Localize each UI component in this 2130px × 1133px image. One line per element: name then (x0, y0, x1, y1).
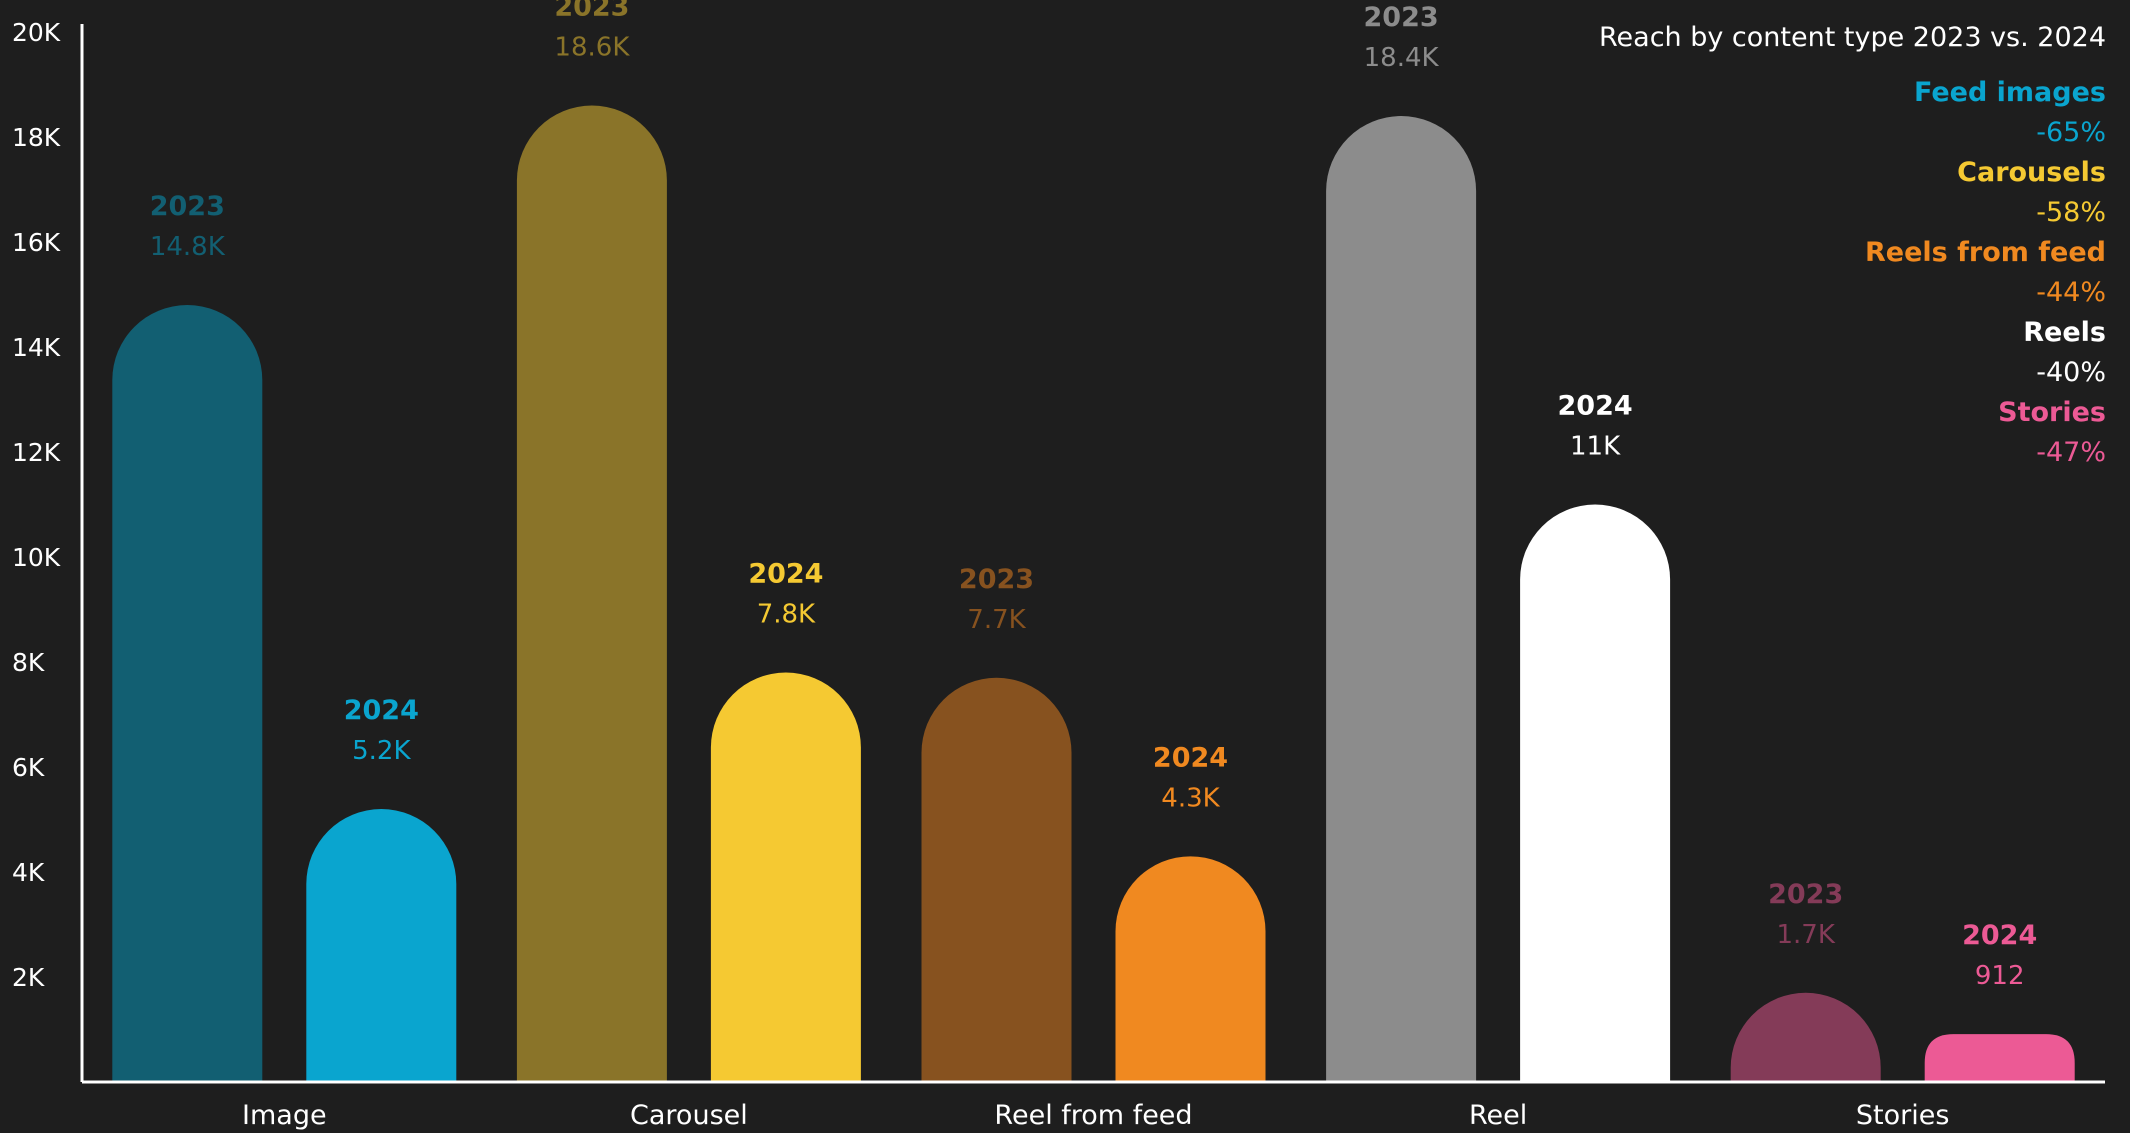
bars (112, 105, 2075, 1083)
legend-item-change: -65% (2036, 117, 2106, 148)
x-category-label: Image (242, 1100, 327, 1131)
bar-year-label: 2023 (1364, 2, 1439, 33)
y-tick-label: 18K (12, 123, 61, 152)
bar-labels: 2023 14.8K 2024 5.2K 2023 18.6K 2024 7.8K 2023 7.… (150, 0, 2038, 991)
bar-year-label: 2024 (1558, 391, 1633, 422)
bar-value-label: 5.2K (352, 736, 411, 766)
y-axis-ticks: 2K 4K 6K 8K 10K 12K 14K 16K 18K 20K (12, 18, 61, 992)
bar-year-label: 2024 (1962, 920, 2037, 951)
bar-value-label: 7.7K (967, 605, 1026, 635)
y-tick-label: 14K (12, 333, 61, 362)
bar-2024-carousel (710, 672, 861, 1082)
x-category-label: Reel from feed (994, 1100, 1192, 1131)
bar-value-label: 4.3K (1161, 783, 1220, 813)
bar-2023-reel-from-feed (921, 677, 1072, 1082)
legend: Reach by content type 2023 vs. 2024 Feed… (1599, 22, 2106, 473)
legend-item-change: -58% (2036, 197, 2106, 228)
y-tick-label: 6K (12, 753, 45, 782)
legend-item-change: -44% (2036, 277, 2106, 308)
bar-2024-image (306, 809, 457, 1082)
legend-item-name: Feed images (1913, 77, 2106, 108)
y-tick-label: 12K (12, 438, 61, 467)
bar-year-label: 2023 (554, 0, 629, 23)
legend-items: Feed images -65% Carousels -58% Reels from f… (1599, 73, 2106, 473)
bar-2023-reel (1326, 116, 1477, 1082)
bar-2023-image (112, 305, 263, 1082)
bar-year-label: 2023 (959, 564, 1034, 595)
bar-2023-carousel (516, 105, 667, 1083)
bar-year-label: 2024 (344, 695, 419, 726)
legend-item-name: Reels (2023, 317, 2106, 348)
chart-title: Reach by content type 2023 vs. 2024 (1598, 22, 2106, 53)
legend-item-name: Carousels (1957, 157, 2106, 188)
legend-item-name: Reels from feed (1865, 237, 2106, 268)
y-tick-label: 16K (12, 228, 61, 257)
bar-value-label: 912 (1975, 961, 2025, 991)
bar-2024-reel (1520, 504, 1671, 1083)
y-tick-label: 4K (12, 858, 45, 887)
legend-item-change: -40% (2036, 357, 2106, 388)
bar-value-label: 18.4K (1364, 43, 1440, 73)
bar-year-label: 2023 (150, 191, 225, 222)
bar-year-label: 2024 (748, 559, 823, 590)
y-tick-label: 10K (12, 543, 61, 572)
x-category-label: Stories (1856, 1100, 1950, 1131)
y-tick-label: 2K (12, 963, 45, 992)
bar-2024-reel-from-feed (1115, 856, 1266, 1082)
bar-value-label: 18.6K (554, 33, 630, 63)
bar-year-label: 2023 (1768, 879, 1843, 910)
bar-year-label: 2024 (1153, 742, 1228, 773)
bar-2024-stories (1924, 1034, 2075, 1082)
x-category-label: Reel (1469, 1100, 1527, 1131)
bar-value-label: 7.8K (757, 600, 816, 630)
bar-value-label: 14.8K (150, 232, 226, 262)
bar-2023-stories (1730, 992, 1881, 1082)
x-axis-category-labels: Image Carousel Reel from feed Reel Stories (242, 1100, 1949, 1131)
x-category-label: Carousel (630, 1100, 748, 1131)
legend-item-name: Stories (1998, 397, 2106, 428)
legend-item-change: -47% (2036, 437, 2106, 468)
y-tick-label: 8K (12, 648, 45, 677)
bar-value-label: 11K (1570, 432, 1621, 462)
bar-value-label: 1.7K (1776, 920, 1835, 950)
y-tick-label: 20K (12, 18, 61, 47)
